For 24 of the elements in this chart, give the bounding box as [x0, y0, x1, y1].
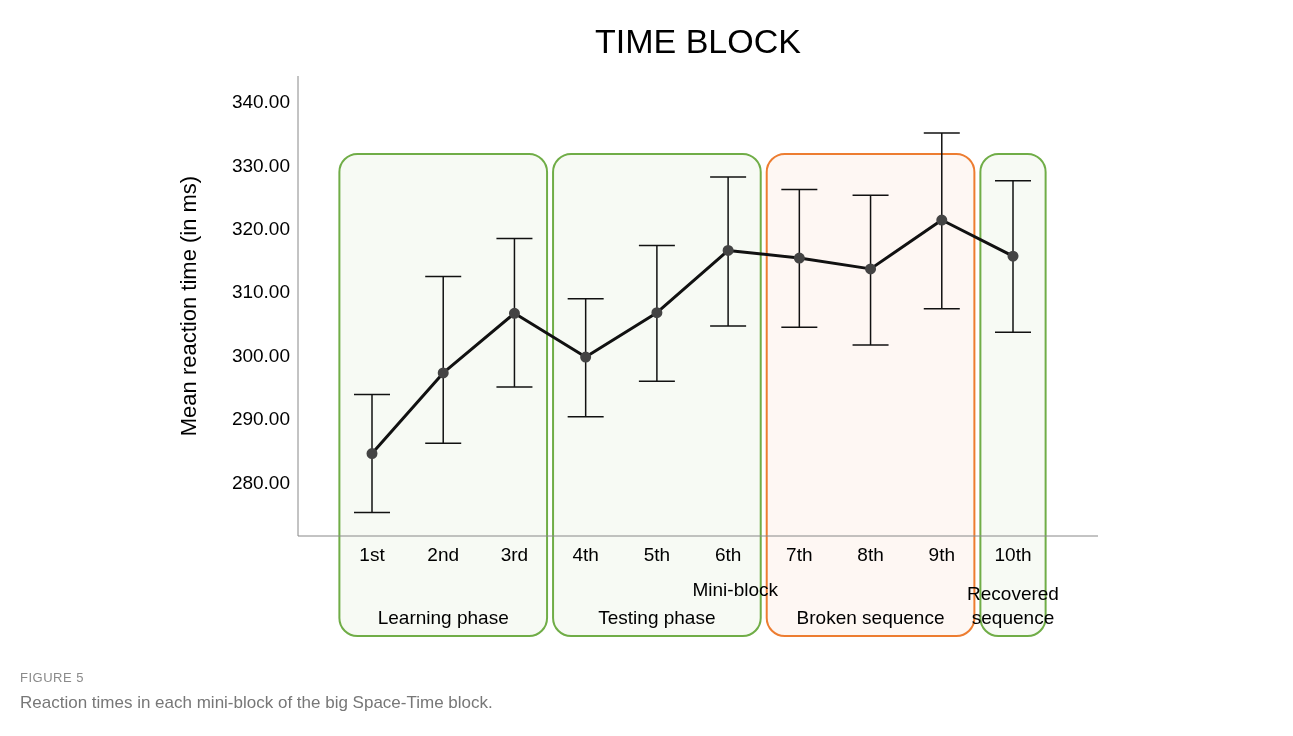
x-tick-label: 5th	[643, 544, 671, 566]
x-tick-label: 2nd	[427, 544, 460, 566]
chart-title: TIME BLOCK	[594, 22, 802, 62]
y-tick-label: 300.00	[231, 344, 290, 366]
x-tick-label: 8th	[857, 544, 884, 566]
y-tick-label: 320.00	[231, 218, 290, 240]
y-tick-label: 330.00	[231, 154, 290, 176]
text: Reaction times in each mini-block of the big Space-Time block.	[20, 693, 494, 713]
x-tick-label: 4th	[572, 544, 599, 566]
x-tick-label: 10th	[994, 544, 1032, 566]
y-tick-label: 290.00	[231, 408, 290, 430]
x-tick-label: 3rd	[500, 544, 529, 566]
y-tick-label: 310.00	[231, 281, 290, 303]
x-tick-label: 6th	[714, 544, 742, 566]
x-tick-label: 9th	[928, 544, 955, 566]
y-tick-label: 340.00	[231, 91, 290, 113]
x-tick-label: 7th	[786, 544, 813, 566]
x-tick-label: 1st	[359, 544, 386, 566]
band-label: Learning phase	[377, 607, 509, 628]
caption: FIGURE 5	[20, 670, 85, 685]
y-tick-label: 280.00	[231, 471, 290, 493]
band-label: Broken sequence	[796, 607, 945, 628]
band-label: Testing phase	[598, 607, 716, 628]
y-axis-title: Mean reaction time (in ms)	[175, 175, 201, 437]
